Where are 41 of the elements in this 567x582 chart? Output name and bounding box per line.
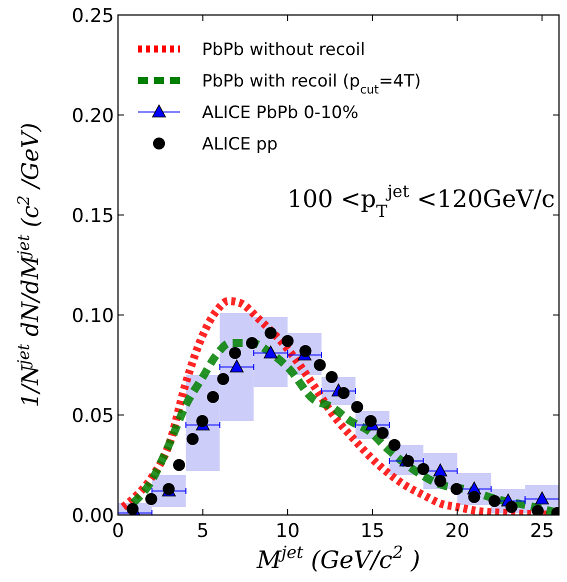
point [450,483,463,495]
x-tick-label: 10 [276,520,300,542]
point [417,463,430,475]
point [246,337,258,349]
legend-label: ALICE PbPb 0-10% [202,103,358,123]
x-tick-label: 25 [530,520,554,542]
point [217,373,230,385]
point [173,459,186,471]
point [468,491,480,503]
y-tick-label: 0.15 [72,205,114,227]
x-axis-title: M$^{jet}$ (GeV/c$^{2}$ ) [256,542,420,574]
point [376,427,389,439]
x-tick-label: 20 [445,520,470,542]
point [230,360,244,372]
point [532,505,544,515]
x-tick-label: 0 [112,520,124,542]
point [186,433,199,445]
x-tick-label: 15 [360,520,385,542]
point [282,335,294,347]
legend-label: ALICE pp [202,134,278,154]
point [434,475,446,487]
legend-label: PbPb without recoil [202,40,366,60]
point [196,415,208,427]
y-tick-label: 0.25 [72,5,114,27]
y-tick-label: 0.05 [72,405,114,427]
point [314,359,326,371]
point [264,327,277,339]
point [351,401,364,413]
point [488,495,501,507]
point [264,346,278,358]
point [229,347,242,359]
y-tick-label: 0.20 [72,105,114,127]
point [145,493,158,505]
point [388,439,400,451]
legend-label: PbPb with recoil (p$_{cut}$=4T) [202,72,421,96]
point [206,391,219,403]
y-tick-label: 0.00 [72,505,114,527]
point [326,371,338,383]
x-tick-label: 5 [196,520,209,542]
y-tick-label: 0.10 [72,305,114,327]
annotation: 100 <p$_{T}$$^{jet}$ <120GeV/c [287,181,555,221]
